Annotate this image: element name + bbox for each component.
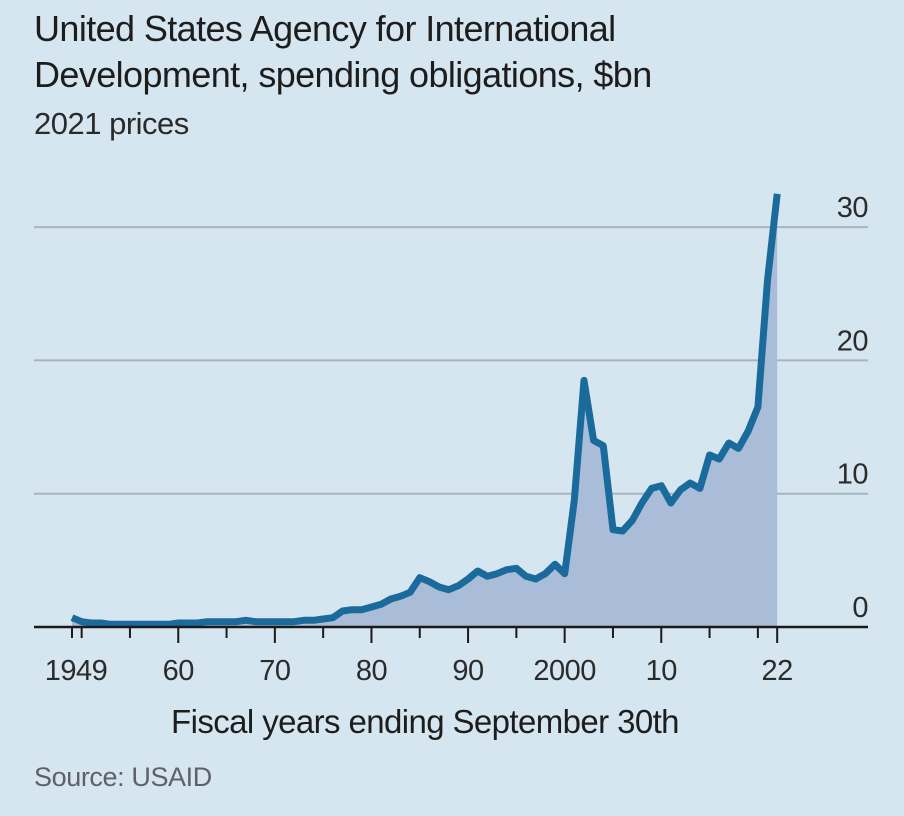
area-layer [72,193,778,628]
x-axis [34,625,868,643]
x-tick-label-90: 90 [452,655,483,687]
x-tick-label-80: 80 [356,655,387,687]
series-line [70,193,781,628]
chart-title: United States Agency for International De… [34,6,854,98]
chart-title-line-1: United States Agency for International [34,8,616,49]
chart-title-line-2: Development, spending obligations, $bn [34,54,652,95]
x-tick-label-60: 60 [163,655,194,687]
x-tick-label-22: 22 [762,655,793,687]
y-tick-label-20: 20 [837,325,868,357]
chart-subtitle: 2021 prices [34,106,189,141]
x-tick-label-2000: 2000 [533,655,596,687]
y-tick-label-10: 10 [837,459,868,491]
source-note: Source: USAID [34,762,212,792]
series-area [72,193,778,628]
x-axis-title: Fiscal years ending September 30th [171,703,679,740]
y-axis-labels: 0 10 20 30 [837,192,869,624]
x-tick-label-10: 10 [646,655,677,687]
x-axis-labels: 1949 60 70 80 90 2000 10 22 [45,655,794,687]
y-tick-label-30: 30 [837,192,868,224]
line-layer [70,193,781,628]
y-tick-label-0: 0 [852,592,868,624]
x-tick-label-70: 70 [259,655,290,687]
x-tick-label-1949: 1949 [45,655,108,687]
